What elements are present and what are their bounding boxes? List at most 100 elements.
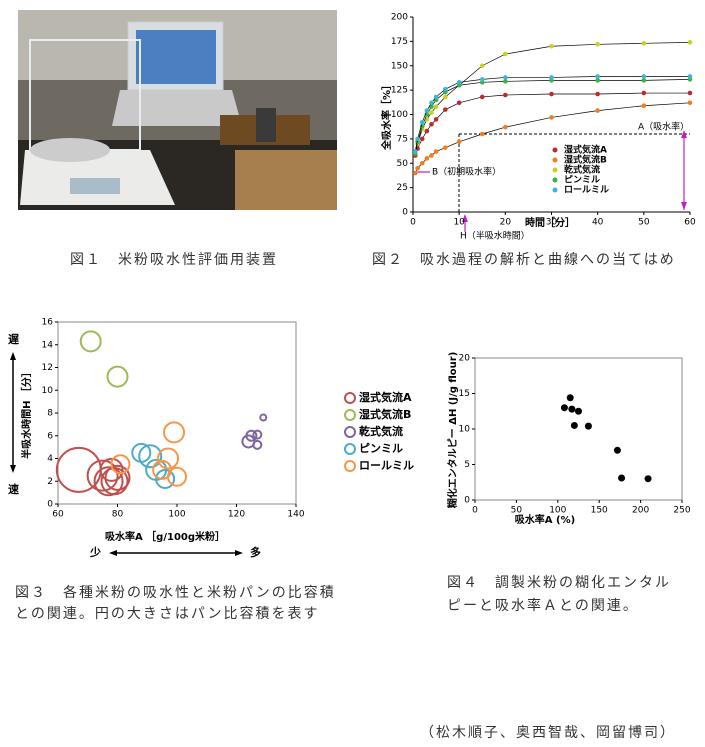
data-point [419, 136, 425, 142]
data-point [429, 121, 434, 127]
y-tick-label: 25 [397, 183, 408, 193]
data-point [479, 63, 485, 69]
bubble [245, 429, 258, 442]
bubble [93, 466, 124, 497]
data-point [595, 78, 600, 83]
y-tick-label: 50 [397, 159, 409, 169]
y-tick-label: 20 [459, 354, 471, 364]
y-tick-label: 175 [391, 37, 408, 47]
data-point [595, 42, 600, 47]
legend-marker [552, 177, 558, 183]
legend-label: 湿式気流B [359, 407, 411, 421]
bubble [155, 468, 176, 489]
data-point [503, 124, 508, 130]
y-tick-label: 150 [391, 61, 408, 71]
data-point [443, 86, 448, 92]
caption: 図４ 調製米粉の糊化エンタル [447, 575, 671, 591]
data-point [429, 110, 434, 115]
plot-frame [57, 321, 297, 505]
y-axis-label: 半吸水時間H ［分］ [20, 367, 33, 459]
data-point [584, 422, 592, 430]
data-point [641, 103, 647, 109]
y-tick-label: 12 [42, 363, 53, 373]
x-tick-label: 140 [287, 510, 304, 520]
bubble [106, 365, 129, 388]
x-tick-label: 200 [632, 506, 649, 516]
credit: （松木順子、奥西智哉、岡留博司） [420, 724, 676, 741]
legend-marker [552, 167, 558, 173]
data-point [443, 107, 448, 112]
bubble [99, 457, 124, 482]
data-point [443, 94, 448, 100]
y-tick-label: 100 [391, 110, 408, 120]
y-tick-label: 14 [42, 340, 54, 350]
data-point [415, 136, 420, 142]
data-point [641, 74, 647, 79]
y-axis-label: 全吸水率［%］ [380, 80, 393, 151]
x-tick-label: 10 [453, 218, 465, 228]
x-tick-label: 40 [592, 218, 604, 228]
data-point [424, 156, 430, 161]
photo [18, 10, 337, 210]
data-point [433, 149, 439, 154]
data-point [456, 80, 462, 85]
bubble [104, 464, 131, 491]
y-tick-label: 75 [397, 134, 408, 144]
legend-marker [344, 392, 356, 404]
annotation: B（初期吸水率） [432, 166, 501, 178]
bubble [163, 421, 186, 444]
legend-label: 湿式気流A [359, 390, 412, 404]
y-tick-label: 2 [47, 477, 53, 487]
data-point [644, 475, 652, 483]
x-axis-label: 時間［分］ [525, 216, 575, 229]
x-tick-label: 0 [410, 218, 416, 228]
data-point [613, 446, 621, 454]
bubble [138, 444, 163, 469]
x-tick-label: 50 [511, 506, 523, 516]
axis-note: 多 [250, 545, 261, 559]
data-point [433, 104, 439, 109]
bubble [79, 330, 102, 353]
data-point [549, 91, 554, 97]
data-point [429, 104, 434, 109]
data-point [429, 100, 434, 106]
x-tick-label: 120 [228, 510, 245, 520]
caption: 図２ 吸水過程の解析と曲線への当てはめ [372, 252, 676, 268]
legend-label: 湿式気流A [564, 144, 607, 156]
data-point [503, 51, 508, 57]
bubble [252, 439, 263, 450]
x-tick-label: 50 [638, 218, 650, 228]
bubble [152, 459, 173, 480]
bubble [252, 429, 263, 440]
x-tick-label: 100 [549, 506, 566, 516]
data-point [687, 100, 693, 106]
y-axis-label: 糊化エンタルピー ΔH (J/g flour) [446, 352, 459, 509]
data-point [443, 145, 448, 150]
caption: 図３ 各種米粉の吸水性と米粉パンの比容積 [15, 584, 336, 601]
data-point [641, 90, 647, 96]
x-tick-label: 60 [684, 218, 696, 228]
annotation: A（吸水率） [638, 121, 689, 133]
x-tick-label: 100 [168, 510, 185, 520]
legend-label: ピンミル [564, 174, 600, 186]
data-point [618, 474, 626, 482]
bubble [86, 459, 119, 492]
data-point [641, 41, 647, 46]
x-axis-label: 吸水率A ［g/100g米粉］ [105, 530, 225, 543]
legend-marker [344, 460, 356, 472]
data-point [595, 74, 600, 79]
data-point [549, 75, 554, 80]
data-point [560, 404, 568, 412]
y-tick-label: 200 [391, 13, 408, 23]
legend-label: 乾式気流 [359, 424, 403, 438]
y-tick-label: 4 [47, 454, 53, 464]
data-point [419, 120, 425, 125]
y-tick-label: 16 [42, 318, 54, 328]
bubble [157, 447, 180, 470]
y-tick-label: 10 [459, 425, 471, 435]
data-point [415, 165, 420, 171]
data-point [568, 405, 576, 413]
x-tick-label: 30 [546, 218, 558, 228]
axis-note: 少 [89, 545, 101, 559]
